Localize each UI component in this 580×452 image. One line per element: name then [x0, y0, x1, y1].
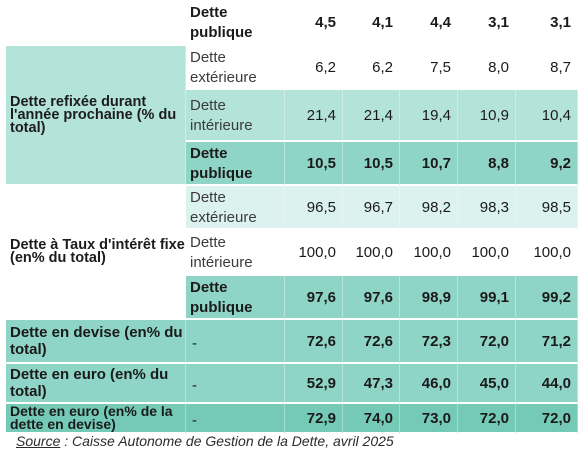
table-row: Dette à Taux d'intérêt fixe (en% du tota…	[6, 186, 578, 320]
row-label: Dette extérieure	[186, 46, 285, 90]
value-cell: 96,7	[343, 186, 400, 230]
debt-table: Dette publique 4,5 4,1 4,4 3,1 3,1 Dette…	[6, 0, 578, 434]
value-cell: 98,2	[400, 186, 458, 230]
table-row: Dette en euro (en% de la dette en devise…	[6, 404, 578, 434]
table-row: Dette refixée durant l'année prochaine (…	[6, 46, 578, 186]
value-cell: 6,2	[343, 46, 400, 90]
dash-cell: -	[186, 320, 285, 364]
value-cell: 71,2	[516, 320, 578, 364]
value-cell: 45,0	[458, 364, 516, 404]
value-cell: 10,7	[400, 142, 458, 186]
dash-cell: -	[186, 364, 285, 404]
value-cell: 72,0	[458, 404, 516, 434]
value-cell: 46,0	[400, 364, 458, 404]
table-row: Dette intérieure 100,0 100,0 100,0 100,0…	[6, 230, 578, 276]
value-cell: 100,0	[285, 230, 343, 276]
value-cell: 6,2	[285, 46, 343, 90]
value-cell: 9,2	[516, 142, 578, 186]
value-cell: 8,8	[458, 142, 516, 186]
value-cell: 3,1	[516, 0, 578, 46]
value-cell: 74,0	[343, 404, 400, 434]
group-cell-empty	[6, 0, 186, 46]
value-cell: 4,5	[285, 0, 343, 46]
value-cell: 97,6	[285, 276, 343, 320]
value-cell: 72,6	[285, 320, 343, 364]
value-cell: 98,9	[400, 276, 458, 320]
row-label: Dette publique	[186, 0, 285, 46]
row-label: Dette publique	[186, 142, 285, 186]
value-cell: 100,0	[458, 230, 516, 276]
value-cell: 44,0	[516, 364, 578, 404]
value-cell: 72,6	[343, 320, 400, 364]
value-cell: 96,5	[285, 186, 343, 230]
value-cell: 72,3	[400, 320, 458, 364]
value-cell: 4,4	[400, 0, 458, 46]
row-label: Dette publique	[186, 276, 285, 320]
value-cell: 100,0	[400, 230, 458, 276]
value-cell: 10,9	[458, 90, 516, 142]
value-cell: 21,4	[285, 90, 343, 142]
summary-label: Dette en euro (en% de la dette en devise…	[6, 404, 186, 434]
row-label: Dette intérieure	[186, 230, 285, 276]
row-label: Dette extérieure	[186, 186, 285, 230]
table-row: Dette publique 97,6 97,6 98,9 99,1 99,2	[6, 276, 578, 320]
value-cell: 52,9	[285, 364, 343, 404]
summary-label: Dette en euro (en% du total)	[6, 364, 186, 404]
table-row: Dette en devise (en% du total) - 72,6 72…	[6, 320, 578, 364]
value-cell: 10,5	[343, 142, 400, 186]
dash-cell: -	[186, 404, 285, 434]
value-cell: 72,0	[458, 320, 516, 364]
value-cell: 99,1	[458, 276, 516, 320]
value-cell: 72,9	[285, 404, 343, 434]
table-row: Dette en euro (en% du total) - 52,9 47,3…	[6, 364, 578, 404]
value-cell: 19,4	[400, 90, 458, 142]
value-cell: 3,1	[458, 0, 516, 46]
source-text: : Caisse Autonome de Gestion de la Dette…	[60, 433, 394, 449]
value-cell: 100,0	[343, 230, 400, 276]
value-cell: 47,3	[343, 364, 400, 404]
value-cell: 8,7	[516, 46, 578, 90]
value-cell: 100,0	[516, 230, 578, 276]
value-cell: 97,6	[343, 276, 400, 320]
source-label: Source	[16, 433, 61, 449]
value-cell: 7,5	[400, 46, 458, 90]
table-row: Dette intérieure 21,4 21,4 19,4 10,9 10,…	[6, 90, 578, 142]
summary-label: Dette en devise (en% du total)	[6, 320, 186, 364]
value-cell: 21,4	[343, 90, 400, 142]
table-row: Dette publique 4,5 4,1 4,4 3,1 3,1	[6, 0, 578, 46]
value-cell: 98,5	[516, 186, 578, 230]
value-cell: 8,0	[458, 46, 516, 90]
value-cell: 99,2	[516, 276, 578, 320]
group-label-refixed: Dette refixée durant l'année prochaine (…	[6, 46, 186, 186]
source-note: Source : Caisse Autonome de Gestion de l…	[16, 433, 394, 449]
value-cell: 10,5	[285, 142, 343, 186]
value-cell: 4,1	[343, 0, 400, 46]
value-cell: 73,0	[400, 404, 458, 434]
table-row: Dette publique 10,5 10,5 10,7 8,8 9,2	[6, 142, 578, 186]
row-label: Dette intérieure	[186, 90, 285, 142]
group-label-fixed-rate: Dette à Taux d'intérêt fixe (en% du tota…	[6, 186, 186, 320]
value-cell: 72,0	[516, 404, 578, 434]
value-cell: 98,3	[458, 186, 516, 230]
value-cell: 10,4	[516, 90, 578, 142]
